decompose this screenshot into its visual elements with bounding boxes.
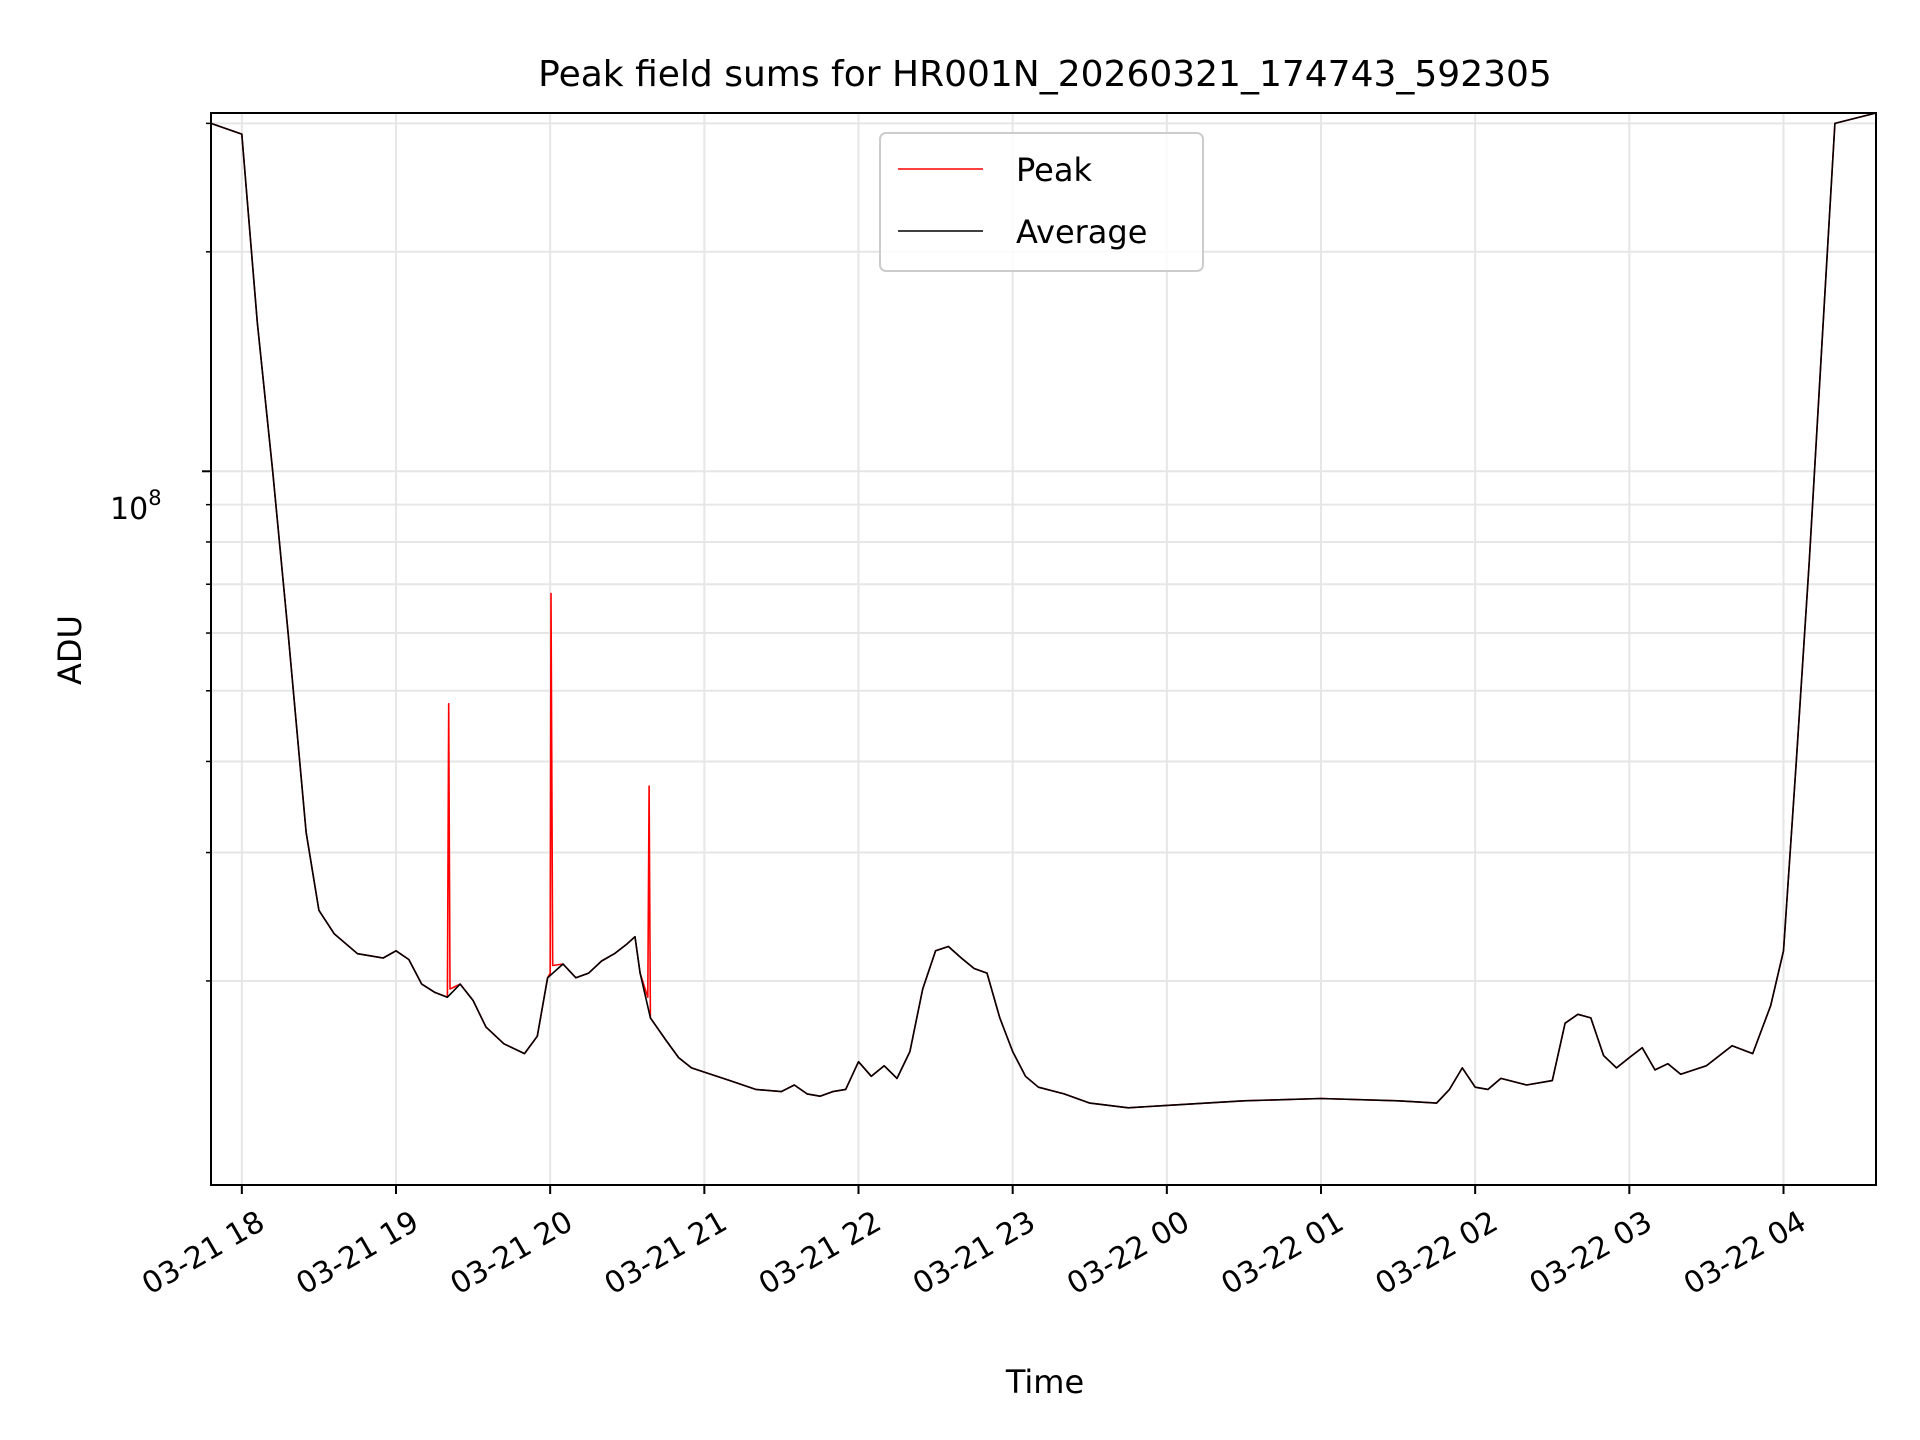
series-line-average — [210, 112, 1877, 1109]
x-axis-label: Time — [1005, 1363, 1084, 1401]
y-major-tick-label: 108 — [110, 486, 162, 527]
plot-frame — [210, 112, 1877, 1186]
y-axis-label: ADU — [51, 615, 89, 685]
series-layer — [210, 112, 1877, 1109]
legend-box — [879, 132, 1204, 272]
chart-title: Peak field sums for HR001N_20260321_1747… — [538, 54, 1552, 95]
y-tick-base: 10 — [110, 492, 148, 527]
legend-average-label: Average — [1016, 213, 1147, 251]
legend-peak-label: Peak — [1016, 151, 1092, 189]
legend: Peak Average — [879, 132, 1204, 272]
grid — [211, 113, 1876, 1185]
y-tick-exponent: 8 — [148, 486, 161, 510]
